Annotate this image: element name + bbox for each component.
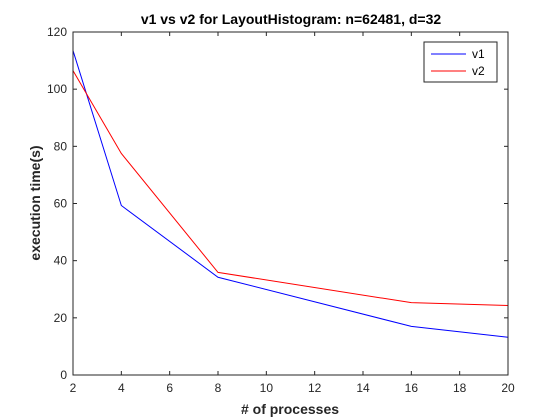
x-tick-label: 10 [260, 381, 274, 395]
y-tick-label: 80 [54, 139, 68, 153]
x-tick-label: 6 [166, 381, 173, 395]
x-tick-label: 8 [215, 381, 222, 395]
x-tick-label: 12 [308, 381, 322, 395]
x-tick-label: 2 [70, 381, 77, 395]
y-axis-label: execution time(s) [27, 145, 43, 260]
y-tick-label: 120 [47, 25, 67, 39]
chart-title: v1 vs v2 for LayoutHistogram: n=62481, d… [141, 11, 442, 27]
series-line-v2 [72, 70, 509, 307]
plot-frame [72, 31, 509, 376]
y-tick-label: 20 [54, 311, 68, 325]
legend-label-v1: v1 [472, 47, 485, 61]
x-tick-label: 4 [118, 381, 125, 395]
x-tick-label: 20 [501, 381, 515, 395]
legend: v1 v2 [423, 41, 498, 83]
x-tick-label: 18 [453, 381, 467, 395]
series-layer [72, 50, 509, 338]
x-axis-label: # of processes [241, 401, 339, 417]
y-tick-label: 40 [54, 254, 68, 268]
x-tick-label: 16 [405, 381, 419, 395]
y-tick-label: 60 [54, 197, 68, 211]
ticks-layer: 2 4 6 8 10 12 14 16 18 20 0 20 40 60 80 100 120 [47, 25, 515, 395]
x-tick-label: 14 [356, 381, 370, 395]
legend-box [423, 41, 498, 83]
y-tick-label: 100 [47, 82, 67, 96]
series-line-v1 [72, 50, 509, 338]
plot-area [73, 32, 508, 375]
legend-label-v2: v2 [472, 64, 485, 78]
y-tick-label: 0 [60, 368, 67, 382]
